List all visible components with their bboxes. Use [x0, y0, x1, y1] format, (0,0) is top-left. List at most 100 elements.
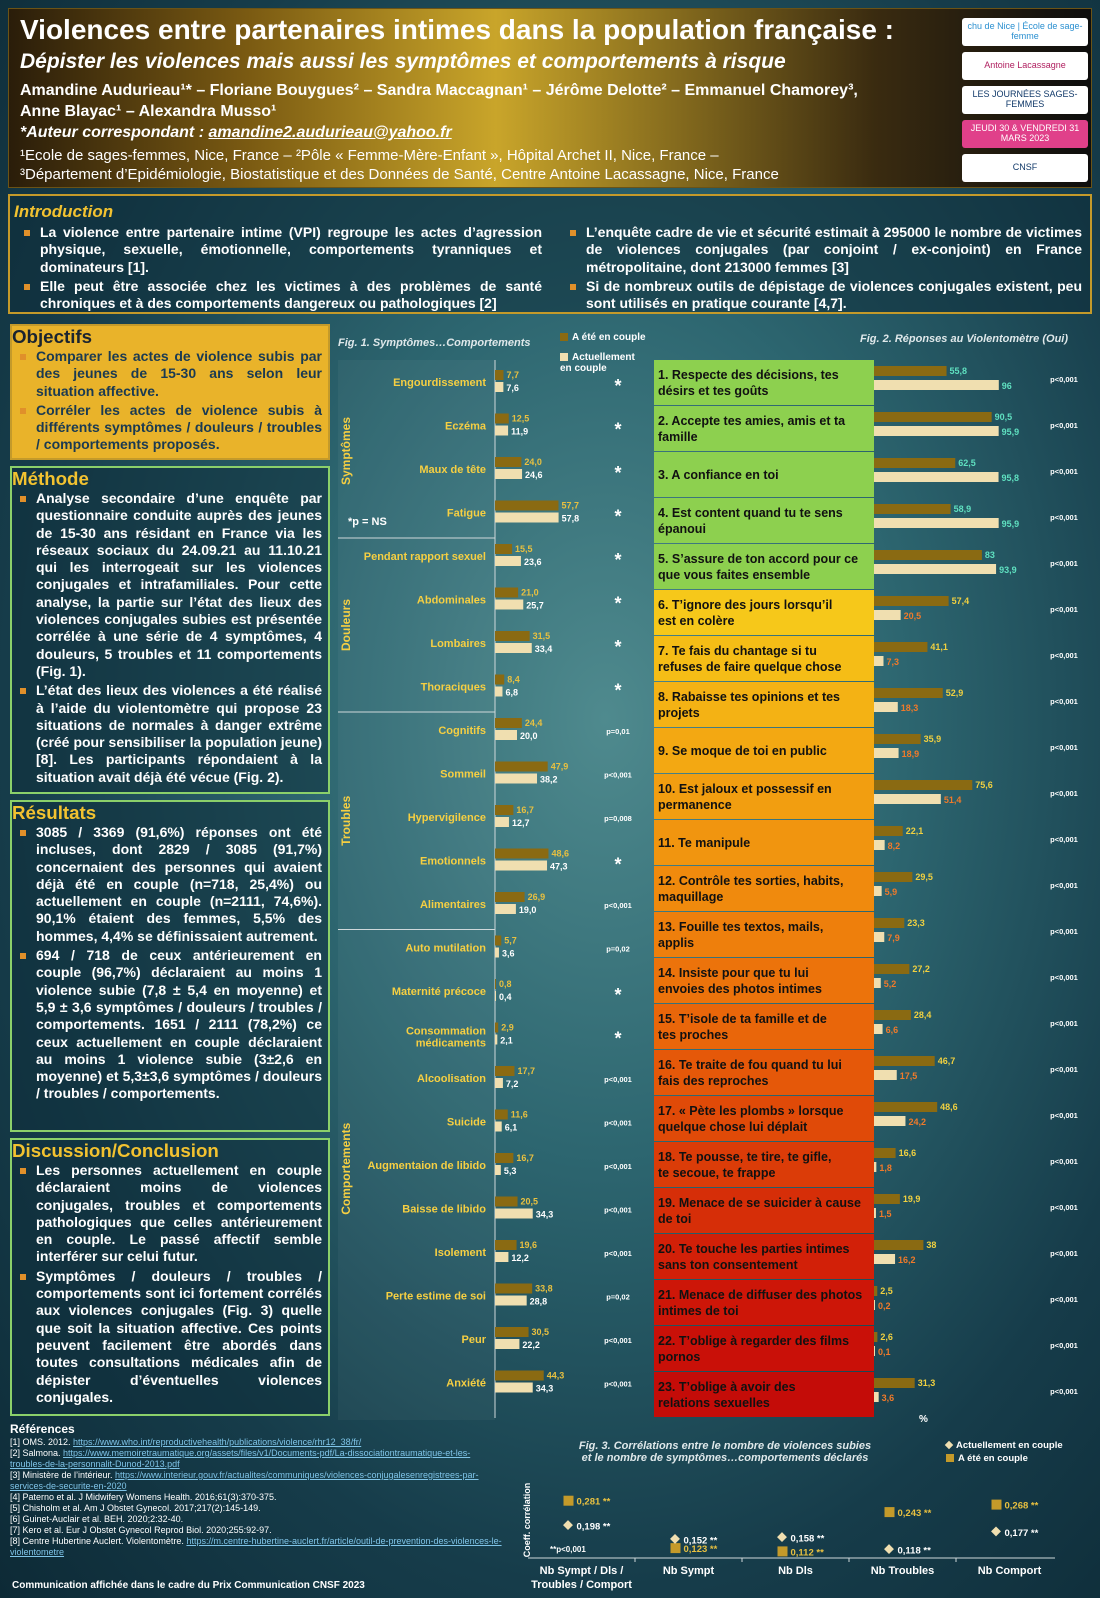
fig3-chart: Coeff. corrélation Nb Sympt / Dls / Troubl… — [522, 1483, 1055, 1591]
fig1-category-label: Abdominales — [417, 595, 486, 607]
fig1-bar-past — [495, 457, 522, 467]
fig1-bar-past — [495, 1066, 515, 1076]
fig2-pvalue: p<0,001 — [1050, 973, 1078, 982]
discussion-bullet: Les personnes actuellement en couple déc… — [16, 1162, 322, 1266]
fig3-point-past — [884, 1507, 895, 1518]
fig1-category-label: Alimentaires — [420, 899, 486, 911]
reference-link[interactable]: https://www.interieur.gouv.fr/actualites… — [10, 1470, 479, 1491]
fig2-pvalue: p<0,001 — [1050, 513, 1078, 522]
fig1-category-label: Consommation — [406, 1026, 486, 1038]
fig2-value-current: 93,9 — [999, 565, 1017, 575]
fig3-point-past — [777, 1546, 788, 1557]
fig2-pvalue: p<0,001 — [1050, 789, 1078, 798]
fig2-item-label: 17. « Pète les plombs » lorsque — [658, 1104, 844, 1118]
fig1-value-current: 19,0 — [519, 905, 537, 915]
fig1-category-label: Perte estime de soi — [386, 1291, 486, 1303]
fig1-value-current: 57,8 — [562, 514, 580, 524]
fig2-value-past: 2,5 — [880, 1286, 893, 1296]
fig1-category-label: Cognitifs — [438, 725, 486, 737]
fig2-bar-current — [874, 518, 999, 528]
fig2-bar-current — [874, 748, 899, 758]
fig1-group-label: Comportements — [339, 1122, 353, 1214]
fig3-label-current: 0,198 ** — [577, 1522, 611, 1533]
resultats-bullet: 694 / 718 de ceux antérieurement en coup… — [16, 947, 322, 1103]
fig3-ylabel: Coeff. corrélation — [522, 1483, 532, 1558]
fig2-value-current: 18,3 — [901, 703, 919, 713]
fig1-ns-star: * — [614, 550, 621, 570]
objectifs-title: Objectifs — [12, 326, 93, 347]
methode-title: Méthode — [12, 468, 89, 489]
fig2-value-current: 5,9 — [885, 887, 898, 897]
fig2-value-current: 1,8 — [879, 1163, 892, 1173]
fig2-pvalue: p<0,001 — [1050, 1203, 1078, 1212]
fig2-item-background — [654, 452, 874, 497]
fig2-bar-past — [874, 964, 910, 974]
fig1-value-past: 57,7 — [561, 501, 579, 511]
fig2-item-label: relations sexuelles — [658, 1396, 770, 1410]
corresp-email-link[interactable]: amandine2.audurieau@yahoo.fr — [208, 124, 452, 141]
fig2-value-past: 55,8 — [950, 366, 968, 376]
fig3-point-past — [991, 1499, 1002, 1510]
reference-text: [3] Ministère de l’intérieur. — [10, 1470, 116, 1480]
fig2-pvalue: p<0,001 — [1050, 1157, 1078, 1166]
fig2-pvalue: p<0,001 — [1050, 697, 1078, 706]
fig1-ns-star: * — [614, 463, 621, 483]
reference-link[interactable]: https://www.who.int/reproductivehealth/p… — [73, 1437, 362, 1447]
fig2-item-label: 9. Se moque de toi en public — [658, 744, 827, 758]
fig1-value-current: 24,6 — [525, 470, 543, 480]
fig2-value-past: 16,6 — [899, 1148, 917, 1158]
fig1-pvalue: p<0,001 — [604, 1162, 632, 1171]
fig2-bar-past — [874, 1332, 878, 1342]
legend-swatch-light — [560, 353, 568, 362]
fig1-value-past: 12,5 — [512, 414, 530, 424]
fig2-item-background — [654, 1280, 874, 1325]
reference-link[interactable]: https://www.memoiretraumatique.org/asset… — [10, 1448, 471, 1469]
fig1-group-label: Douleurs — [339, 599, 353, 651]
fig2-value-past: 52,9 — [946, 688, 964, 698]
fig1-category-label: Baisse de libido — [402, 1204, 486, 1216]
fig2-item-label: 12. Contrôle tes sorties, habits, — [658, 874, 843, 888]
fig1-value-past: 7,7 — [506, 370, 519, 380]
fig1-value-past: 47,9 — [551, 762, 569, 772]
discussion-box: Discussion/Conclusion Les personnes actu… — [10, 1138, 330, 1416]
fig3-title-line1: Fig. 3. Corrélations entre le nombre de … — [578, 1440, 872, 1452]
fig2-bar-past — [874, 734, 921, 744]
fig1-bar-past — [495, 674, 505, 685]
fig3-legend-item: A été en couple — [946, 1453, 1028, 1464]
fig3-label-current: 0,152 ** — [684, 1535, 718, 1546]
fig3-label-past: 0,112 ** — [791, 1547, 825, 1558]
corresp-label: *Auteur correspondant : — [20, 124, 209, 141]
fig1-legend-label: A été en couple — [572, 332, 646, 343]
resultats-title: Résultats — [12, 802, 97, 823]
fig2-bar-past — [874, 918, 905, 928]
fig1-category-label: Pendant rapport sexuel — [364, 551, 486, 563]
reference-link[interactable]: https://m.centre-hubertine-auclert.fr/ar… — [10, 1536, 502, 1557]
fig2-bar-past — [874, 1010, 911, 1020]
fig2-bar-current — [874, 932, 885, 942]
fig2-item-label: 6. T’ignore des jours lorsqu’il — [658, 598, 832, 612]
reference-item: [1] OMS. 2012. https://www.who.int/repro… — [10, 1437, 502, 1448]
fig1-bar-past — [495, 1283, 533, 1294]
fig1-category-label: Thoraciques — [421, 682, 486, 694]
fig2-bar-past — [874, 1378, 915, 1388]
fig1-value-current: 6,8 — [505, 688, 518, 698]
fig1-value-past: 0,8 — [499, 979, 512, 989]
fig1-value-current: 6,1 — [505, 1123, 518, 1133]
fig2-item-label: fais des reproches — [658, 1074, 769, 1088]
fig2-bar-past — [874, 780, 973, 790]
fig1-value-past: 15,5 — [515, 544, 533, 554]
fig2-value-past: 23,3 — [907, 918, 925, 928]
fig2-bar-current — [874, 840, 885, 850]
fig2-value-past: 62,5 — [958, 458, 976, 468]
fig1-category-label: Engourdissement — [393, 377, 486, 389]
fig1-bar-past — [495, 1240, 517, 1250]
corresponding-author: *Auteur correspondant : amandine2.auduri… — [20, 124, 452, 142]
fig2-item-background — [654, 866, 874, 911]
intro-bullet: Elle peut être associée chez les victime… — [20, 278, 542, 313]
fig2-unit: % — [919, 1414, 928, 1425]
fig2-bar-past — [874, 1240, 924, 1250]
fig1-bar-current — [495, 599, 524, 610]
reference-item: [6] Guinet-Auclair et al. BEH. 2020;2:32… — [10, 1514, 502, 1525]
fig3-point-current — [670, 1533, 680, 1544]
fig2-bar-current — [874, 1208, 876, 1218]
